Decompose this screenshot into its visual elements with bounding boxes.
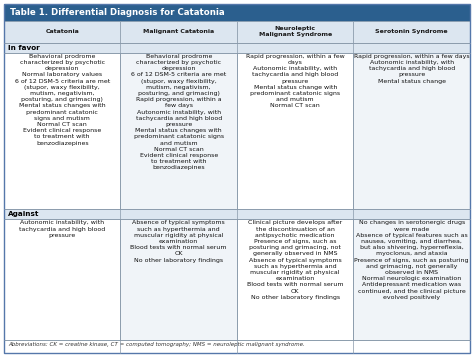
Text: Autonomic instability, with
tachycardia and high blood
pressure: Autonomic instability, with tachycardia … <box>19 221 105 238</box>
Bar <box>4 20 120 42</box>
Bar <box>237 20 354 42</box>
Bar <box>237 219 354 340</box>
Text: Clinical picture develops after
the discontinuation of an
antipsychotic medicati: Clinical picture develops after the disc… <box>247 221 344 300</box>
Bar <box>120 219 237 340</box>
Text: Against: Against <box>8 211 39 217</box>
Text: Absence of typical symptoms
such as hyperthermia and
muscular rigidity at physic: Absence of typical symptoms such as hype… <box>130 221 227 263</box>
Text: Neuroleptic
Malignant Syndrome: Neuroleptic Malignant Syndrome <box>259 26 332 37</box>
Text: No changes in serotonergic drugs
were made
Absence of typical features such as
n: No changes in serotonergic drugs were ma… <box>355 221 469 300</box>
Text: Table 1. Differential Diagnosis for Catatonia: Table 1. Differential Diagnosis for Cata… <box>10 8 225 17</box>
Bar <box>354 52 470 209</box>
Text: Behavioral prodrome
characterized by psychotic
depression
6 of 12 DSM-5 criteria: Behavioral prodrome characterized by psy… <box>131 54 227 170</box>
Bar <box>4 340 470 353</box>
Bar <box>120 52 237 209</box>
Bar <box>4 219 120 340</box>
Bar <box>4 209 470 219</box>
Bar <box>4 52 120 209</box>
Text: Serotonin Syndrome: Serotonin Syndrome <box>375 29 448 34</box>
Text: Malignant Catatonia: Malignant Catatonia <box>143 29 214 34</box>
Text: Rapid progression, within a few
days
Autonomic instability, with
tachycardia and: Rapid progression, within a few days Aut… <box>246 54 345 108</box>
Bar <box>354 20 470 42</box>
Text: Catatonia: Catatonia <box>46 29 79 34</box>
Text: Rapid progression, within a few days
Autonomic instability, with
tachycardia and: Rapid progression, within a few days Aut… <box>354 54 470 84</box>
Bar <box>4 4 470 20</box>
Text: Abbreviations: CK = creatine kinase, CT = computed tomography; NMS = neuroleptic: Abbreviations: CK = creatine kinase, CT … <box>8 342 305 347</box>
Bar <box>120 20 237 42</box>
Text: In favor: In favor <box>8 45 40 50</box>
Bar <box>237 52 354 209</box>
Bar <box>4 42 470 52</box>
Bar <box>354 219 470 340</box>
Text: Behavioral prodrome
characterized by psychotic
depression
Normal laboratory valu: Behavioral prodrome characterized by psy… <box>15 54 110 146</box>
